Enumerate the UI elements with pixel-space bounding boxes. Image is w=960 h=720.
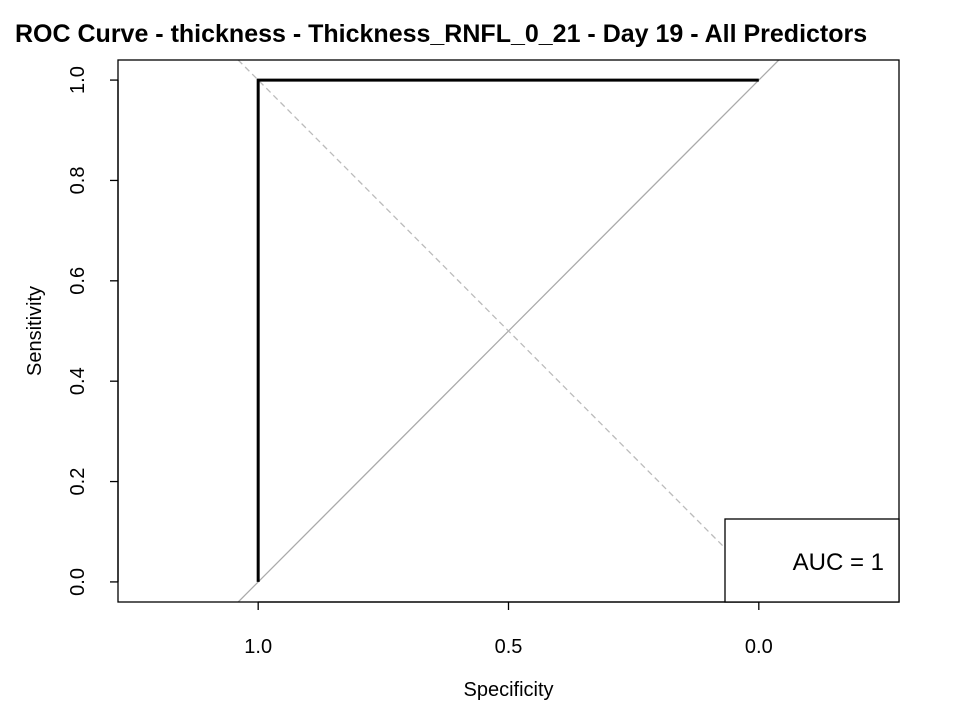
y-tick-label: 0.0: [67, 568, 89, 596]
y-tick-label: 0.8: [67, 167, 89, 195]
reference-line-dashed: [237, 60, 780, 602]
x-axis-label: Specificity: [463, 679, 553, 701]
reference-lines: [237, 60, 780, 602]
roc-curve-line: [256, 78, 759, 582]
y-axis: 0.0 0.2 0.4 0.6 0.8 1.0: [67, 66, 119, 596]
legend-auc-label: AUC = 1: [793, 549, 884, 576]
roc-series: [256, 78, 759, 582]
y-axis-label: Sensitivity: [24, 286, 46, 376]
y-tick-label: 0.2: [67, 468, 89, 496]
reference-line-solid: [237, 60, 780, 602]
y-tick-label: 1.0: [67, 66, 89, 94]
chart-title: ROC Curve - thickness - Thickness_RNFL_0…: [15, 20, 867, 48]
x-tick-label: 0.5: [495, 636, 523, 658]
y-tick-label: 0.4: [67, 367, 89, 395]
x-axis: 1.0 0.5 0.0: [244, 601, 773, 658]
x-tick-label: 1.0: [244, 636, 272, 658]
legend-box: [724, 518, 900, 603]
x-tick-label: 0.0: [745, 636, 773, 658]
legend: AUC = 1: [724, 518, 900, 603]
y-tick-label: 0.6: [67, 267, 89, 295]
